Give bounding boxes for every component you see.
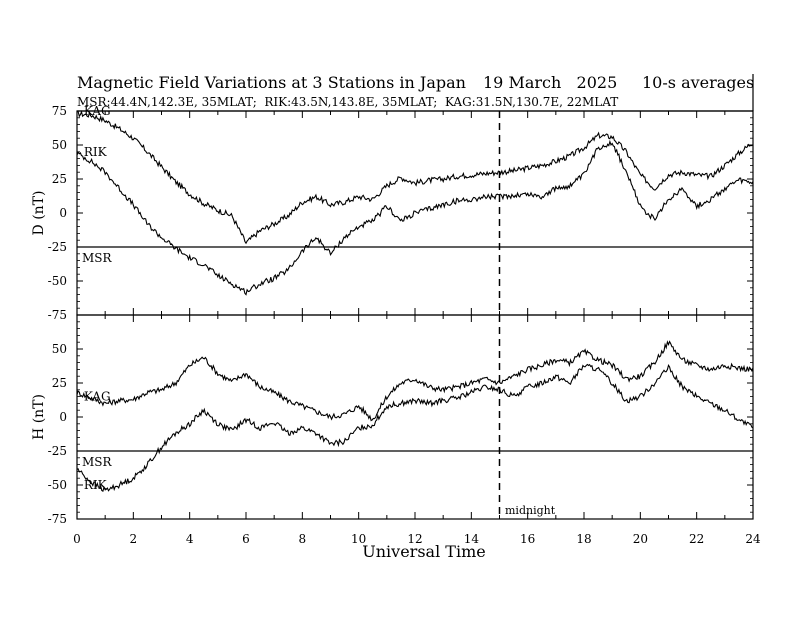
x-tick-label: 16: [520, 532, 535, 546]
chart-subtitle: MSR:44.4N,142.3E, 35MLAT; RIK:43.5N,143.…: [77, 95, 618, 109]
series-line-rik-d: [76, 139, 754, 296]
y-tick-label-d: 0: [59, 206, 67, 220]
station-label-msr-d: MSR: [82, 251, 113, 265]
x-axis-title: Universal Time: [362, 542, 485, 561]
y-tick-label-d: -75: [48, 308, 67, 322]
series-line-kag-h: [76, 340, 754, 422]
y-tick-label-h: -75: [48, 512, 67, 526]
x-tick-label: 10: [351, 532, 366, 546]
chart-averaging: 10-s averages: [642, 73, 754, 92]
y-tick-label-d: 75: [52, 104, 67, 118]
x-tick-label: 2: [130, 532, 138, 546]
chart-date: 19 March 2025: [483, 73, 617, 92]
x-tick-label: 22: [689, 532, 704, 546]
x-tick-label: 20: [633, 532, 648, 546]
y-tick-label-h: -50: [48, 478, 67, 492]
y-tick-label-d: 50: [52, 138, 67, 152]
series-label-rik-d: RIK: [84, 145, 108, 159]
series-line-rik-h: [76, 363, 754, 493]
plot-layer: 75 50 25 0 -25 -50 -75 MSR KAG RIK 50 25 0 -25 -50 -75 M…: [48, 104, 761, 546]
x-tick-label: 4: [186, 532, 194, 546]
series-label-kag-h: KAG: [84, 390, 111, 404]
y-tick-label-d: -50: [48, 274, 67, 288]
y-tick-label-h: 50: [52, 342, 67, 356]
x-tick-label: 8: [299, 532, 307, 546]
series-label-kag-d: KAG: [84, 104, 111, 118]
x-tick-label: 14: [464, 532, 480, 546]
x-tick-label: 6: [242, 532, 250, 546]
y-axis-title-h: H (nT): [31, 394, 47, 440]
x-tick-label: 0: [73, 532, 81, 546]
y-tick-label-d: -25: [48, 240, 67, 254]
x-tick-label: 24: [745, 532, 761, 546]
series-label-rik-h: RIK: [84, 478, 108, 492]
y-tick-label-h: -25: [48, 444, 67, 458]
x-tick-label: 18: [576, 532, 591, 546]
panel-frame-d: [76, 110, 754, 316]
y-tick-label-h: 25: [52, 376, 67, 390]
midnight-label: midnight: [505, 504, 556, 517]
station-label-msr-h: MSR: [82, 455, 113, 469]
series-line-kag-d: [76, 110, 754, 245]
chart-title: Magnetic Field Variations at 3 Stations …: [77, 73, 466, 92]
y-tick-label-h: 0: [59, 410, 67, 424]
y-tick-label-d: 25: [52, 172, 67, 186]
y-axis-title-d: D (nT): [31, 191, 47, 236]
x-tick-label: 12: [407, 532, 422, 546]
panel-frame-h: [76, 314, 754, 520]
